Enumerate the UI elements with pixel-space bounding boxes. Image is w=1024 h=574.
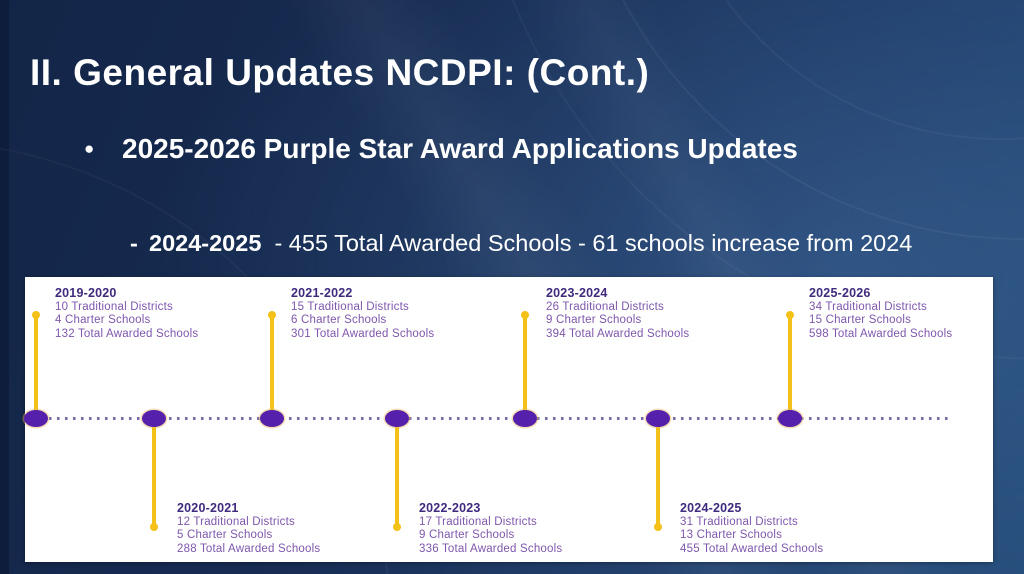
- timeline-dot: [385, 410, 409, 427]
- bullet-icon: ●: [84, 139, 95, 158]
- sub-item-2024-2025: -2024-2025 - 455 Total Awarded Schools -…: [130, 228, 912, 259]
- timeline-detail: 455 Total Awarded Schools: [680, 542, 824, 555]
- timeline-detail: 9 Charter Schools: [546, 314, 642, 327]
- timeline-detail: 10 Traditional Districts: [55, 301, 173, 313]
- timeline-label: 2020-2021 12 Traditional Districts 5 Cha…: [177, 501, 320, 556]
- timeline-stem: [393, 419, 401, 531]
- timeline-detail: 9 Charter Schools: [419, 529, 515, 542]
- timeline-year: 2021-2022: [291, 286, 353, 300]
- timeline-detail: 15 Charter Schools: [809, 314, 912, 327]
- timeline-dot: [513, 410, 537, 427]
- timeline-detail: 4 Charter Schools: [55, 314, 151, 327]
- timeline-stem: [521, 311, 529, 419]
- timeline-detail: 598 Total Awarded Schools: [809, 327, 953, 340]
- bullet-heading: 2025-2026 Purple Star Award Applications…: [122, 133, 798, 164]
- timeline-detail: 6 Charter Schools: [291, 314, 387, 327]
- timeline-year: 2024-2025: [680, 501, 742, 515]
- timeline-detail: 17 Traditional Districts: [419, 516, 537, 528]
- timeline-detail: 12 Traditional Districts: [177, 516, 295, 528]
- slide-left-edge: [0, 0, 9, 574]
- timeline-dot: [24, 410, 48, 427]
- timeline-dot: [778, 410, 802, 427]
- dash-marker: -: [130, 230, 138, 256]
- timeline-stem: [32, 311, 40, 419]
- timeline-detail: 15 Traditional Districts: [291, 301, 409, 313]
- timeline-detail: 394 Total Awarded Schools: [546, 327, 690, 340]
- timeline-label: 2025-2026 34 Traditional Districts 15 Ch…: [809, 286, 952, 341]
- timeline-stem: [150, 419, 158, 531]
- timeline-stem: [654, 419, 662, 531]
- sub-item-text: - 455 Total Awarded Schools - 61 schools…: [261, 230, 913, 256]
- timeline-dot: [646, 410, 670, 427]
- timeline-detail: 132 Total Awarded Schools: [55, 327, 199, 340]
- timeline-year: 2023-2024: [546, 286, 608, 300]
- timeline-detail: 31 Traditional Districts: [680, 516, 798, 528]
- timeline-detail: 336 Total Awarded Schools: [419, 542, 563, 555]
- timeline-detail: 5 Charter Schools: [177, 529, 273, 542]
- timeline-detail: 34 Traditional Districts: [809, 301, 927, 313]
- timeline-dot: [142, 410, 166, 427]
- background-arc: [660, 0, 1024, 140]
- timeline-detail: 13 Charter Schools: [680, 529, 783, 542]
- timeline-dotted-line: [33, 417, 953, 420]
- timeline-label: 2023-2024 26 Traditional Districts 9 Cha…: [546, 286, 689, 341]
- timeline-year: 2019-2020: [55, 286, 117, 300]
- timeline-detail: 26 Traditional Districts: [546, 301, 664, 313]
- timeline-label: 2022-2023 17 Traditional Districts 9 Cha…: [419, 501, 562, 556]
- timeline-panel: 2019-2020 10 Traditional Districts 4 Cha…: [24, 277, 993, 562]
- timeline-stem: [268, 311, 276, 419]
- sub-item-bold: 2024-2025: [149, 230, 262, 256]
- timeline-label: 2024-2025 31 Traditional Districts 13 Ch…: [680, 501, 823, 556]
- timeline-year: 2022-2023: [419, 501, 481, 515]
- timeline-detail: 288 Total Awarded Schools: [177, 542, 321, 555]
- slide-title: II. General Updates NCDPI: (Cont.): [30, 52, 650, 93]
- timeline-year: 2025-2026: [809, 286, 871, 300]
- timeline-year: 2020-2021: [177, 501, 239, 515]
- timeline-detail: 301 Total Awarded Schools: [291, 327, 435, 340]
- timeline-stem: [786, 311, 794, 419]
- timeline-label: 2019-2020 10 Traditional Districts 4 Cha…: [55, 286, 198, 341]
- timeline-label: 2021-2022 15 Traditional Districts 6 Cha…: [291, 286, 434, 341]
- timeline-dot: [260, 410, 284, 427]
